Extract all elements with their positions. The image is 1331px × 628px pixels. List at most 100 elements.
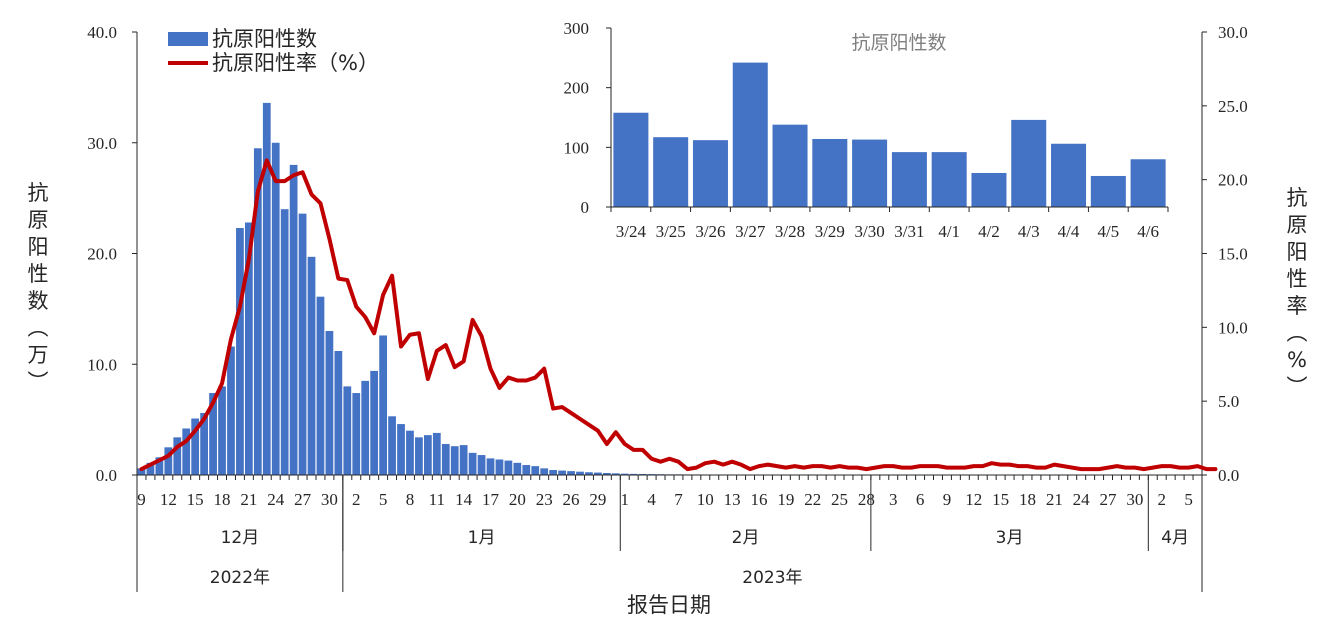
positive-count-bar: [594, 472, 602, 475]
x-day-label: 24: [1073, 490, 1091, 509]
x-day-label: 25: [831, 490, 848, 509]
x-axis-title: 报告日期: [627, 593, 711, 617]
positive-count-bar: [620, 473, 629, 475]
positive-count-bar: [611, 473, 620, 475]
inset-bar: [1130, 159, 1166, 207]
right-y-tick-label: 20.0: [1218, 171, 1248, 190]
legend-line-label: 抗原阳性率（%）: [212, 51, 379, 75]
legend-bar-label: 抗原阳性数: [212, 27, 317, 51]
x-day-label: 21: [1046, 490, 1063, 509]
inset-x-tick-label: 4/4: [1058, 222, 1080, 241]
positive-count-bar: [576, 471, 584, 475]
right-y-tick-label: 30.0: [1218, 23, 1248, 42]
axis-title-char: 原: [28, 208, 49, 232]
inset-axes: 0 100 200 300 3/24 3/25 3/26 3/27 3/28 3/29 3/30 3/…: [564, 19, 1169, 241]
rate-line-series: [139, 158, 1218, 472]
positive-count-bar: [236, 228, 244, 475]
positive-count-bar: [280, 209, 289, 475]
inset-x-tick-label: 4/1: [938, 222, 960, 241]
positive-count-bar: [450, 446, 459, 475]
positive-count-bar: [352, 393, 361, 475]
positive-count-bar: [602, 473, 611, 475]
positive-count-bar: [585, 472, 593, 475]
inset-bar: [613, 112, 649, 207]
positive-count-bar: [218, 386, 226, 475]
right-y-tick-label: 5.0: [1218, 392, 1239, 411]
inset-y-tick-label: 0: [581, 198, 590, 217]
x-day-label: 14: [455, 490, 473, 509]
inset-bar: [971, 172, 1007, 207]
positive-count-bar: [522, 465, 531, 475]
x-day-label: 6: [916, 490, 925, 509]
positive-count-bar: [477, 455, 486, 475]
legend: 抗原阳性数 抗原阳性率（%）: [168, 27, 379, 75]
right-y-tick-label: 0.0: [1218, 466, 1239, 485]
x-day-label: 3: [889, 490, 898, 509]
x-day-label: 1: [621, 490, 630, 509]
positive-count-bar: [289, 164, 298, 475]
axis-title-char: 数: [28, 289, 49, 313]
main-x-axis: 9 12 15 18 21 24 27 30 2 5 8 11 14 17 20 23 26 29 1 4 7 10 13 1…: [136, 475, 1203, 592]
inset-x-tick-label: 3/25: [656, 222, 686, 241]
inset-chart: 抗原阳性数 0 100 200 300 3/24 3/25 3/26 3/27 3/28 3/29…: [564, 19, 1169, 241]
x-day-label: 10: [697, 490, 714, 509]
x-day-label: 9: [137, 490, 146, 509]
x-day-label: 12: [160, 490, 177, 509]
x-day-label: 4: [647, 490, 656, 509]
left-y-axis-title: 抗原阳性数 ︵ 万 ︶: [28, 181, 49, 394]
inset-bar: [852, 139, 888, 207]
positive-count-bar: [406, 430, 414, 475]
positive-count-bar: [325, 331, 334, 475]
legend-bar-swatch: [168, 32, 208, 46]
inset-bars: [613, 62, 1166, 207]
left-y-tick-label: 10.0: [87, 355, 117, 374]
x-day-label: 18: [1019, 490, 1036, 509]
positive-count-bar: [629, 473, 638, 475]
axis-title-char: 抗: [1287, 186, 1308, 210]
x-day-label: 5: [1184, 490, 1193, 509]
x-day-label: 30: [1126, 490, 1143, 509]
positive-count-bar: [146, 462, 155, 475]
positive-count-bar: [432, 432, 441, 475]
axis-title-char: 抗: [28, 181, 49, 205]
x-day-label: 5: [379, 490, 388, 509]
x-day-label: 15: [992, 490, 1009, 509]
inset-bar: [732, 62, 768, 207]
positive-count-bar: [513, 462, 522, 475]
axis-title-char: 性: [28, 262, 49, 286]
positive-count-bar: [468, 452, 477, 475]
positive-count-bar: [316, 296, 325, 475]
positive-count-bar: [137, 468, 146, 475]
x-day-label: 21: [240, 490, 257, 509]
x-day-label: 7: [674, 490, 683, 509]
x-day-label: 19: [777, 490, 794, 509]
inset-bar: [692, 140, 728, 207]
right-y-axis-title: 抗原阳性率 ︵% ︶: [1287, 186, 1308, 399]
x-day-label: 11: [429, 490, 445, 509]
axis-title-char: 原: [1287, 213, 1308, 237]
inset-x-tick-label: 4/3: [1018, 222, 1040, 241]
x-month-label: 1月: [468, 528, 496, 548]
axis-title-char: ︵: [1287, 321, 1308, 345]
inset-bar: [1011, 119, 1047, 207]
inset-bar: [931, 152, 967, 207]
x-year-label: 2022年: [210, 568, 270, 588]
positive-count-bar: [459, 445, 468, 475]
x-day-label: 30: [321, 490, 338, 509]
positive-count-bar: [486, 458, 495, 475]
positive-count-bar: [567, 471, 575, 475]
x-month-label: 4月: [1161, 528, 1189, 548]
positive-count-bar: [370, 370, 379, 475]
positive-count-bar: [200, 412, 208, 475]
inset-bar: [891, 152, 927, 207]
axis-title-char: ︶: [28, 370, 49, 394]
right-y-tick-label: 10.0: [1218, 318, 1248, 337]
positive-count-bar: [253, 148, 262, 476]
positive-count-bar: [173, 437, 182, 475]
inset-x-tick-label: 3/26: [695, 222, 725, 241]
inset-x-tick-label: 3/31: [894, 222, 924, 241]
positive-count-bar: [244, 222, 253, 475]
inset-bar: [772, 124, 808, 207]
left-y-axis-ticks: 0.0 10.0 20.0 30.0 40.0: [87, 23, 137, 485]
x-month-label: 3月: [996, 528, 1024, 548]
